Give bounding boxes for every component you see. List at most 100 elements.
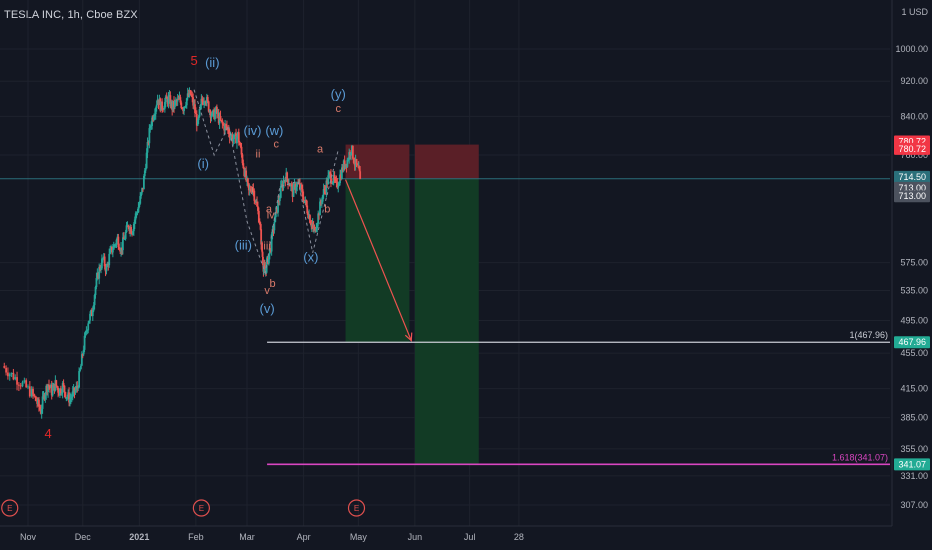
candle-body: [102, 256, 105, 259]
candle-body: [239, 145, 242, 147]
candle-body: [41, 396, 44, 409]
price-tag: [894, 458, 930, 471]
candle-body: [291, 185, 294, 197]
candle-body: [138, 203, 141, 207]
candle-body: [353, 162, 356, 166]
price-tick-label: 840.00: [900, 111, 928, 121]
candle-body: [49, 384, 52, 389]
candle-body: [152, 117, 154, 120]
candle-body: [157, 99, 160, 105]
wave-label: 4: [44, 426, 51, 441]
candle-body: [80, 365, 82, 370]
candle-body: [44, 394, 47, 399]
candle-body: [197, 116, 200, 121]
candle-body: [69, 398, 72, 400]
candle-body: [147, 142, 150, 144]
candle-body: [59, 388, 62, 394]
candle-body: [195, 113, 198, 126]
wave-label: (iii): [235, 237, 252, 252]
candle-body: [60, 392, 63, 394]
candle-body: [324, 189, 327, 193]
candle-body: [276, 207, 279, 213]
candle-body: [346, 159, 349, 167]
candle-body: [222, 123, 225, 125]
projection-arrow: [344, 179, 412, 341]
candle-body: [39, 409, 42, 414]
candle-body: [135, 212, 138, 214]
candle-body: [215, 106, 218, 114]
candle-body: [158, 98, 161, 105]
candle-body: [53, 383, 56, 391]
candle-body: [16, 377, 18, 385]
time-axis[interactable]: Nov Dec 2021 Feb Mar Apr May Jun Jul 28: [0, 525, 892, 542]
candle-body: [330, 182, 333, 184]
candle-body: [316, 223, 319, 229]
candle-body: [166, 98, 169, 104]
candle-body: [216, 113, 219, 115]
candle-body: [104, 266, 107, 272]
candle-body: [174, 100, 176, 108]
candle-body: [253, 190, 256, 201]
candle-body: [350, 152, 352, 156]
candle-body: [243, 168, 246, 177]
candle-body: [47, 384, 49, 393]
wave-labels: 54(ii)(i)(iv) (w)(iii)(v)(x)(y)iiiiiiivva…: [44, 53, 345, 441]
candle-body: [97, 272, 100, 279]
candle-body: [7, 372, 9, 377]
price-tick-label: 1000.00: [895, 44, 928, 54]
price-axis[interactable]: 1 USD 1000.00 920.00 840.00 760.00 575.00 535.…: [891, 0, 932, 550]
candle-body: [332, 174, 335, 182]
candle-body: [113, 244, 116, 246]
candle-body: [209, 110, 212, 118]
candle-body: [225, 124, 227, 126]
candle-body: [93, 295, 96, 306]
candle-body: [108, 253, 111, 266]
candle-body: [230, 134, 233, 137]
candle-body: [260, 229, 263, 245]
candle-body: [8, 374, 11, 377]
candle-body: [38, 399, 40, 407]
candle-body: [275, 207, 278, 213]
candle-body: [195, 112, 197, 114]
candle-body: [203, 102, 206, 105]
candle-body: [331, 181, 334, 184]
candle-body: [295, 186, 298, 191]
candle-body: [19, 385, 22, 387]
candle-body: [33, 394, 36, 397]
candle-body: [79, 369, 81, 372]
candle-body: [185, 98, 188, 106]
price-tick-label: 495.00: [900, 316, 928, 326]
candle-body: [327, 175, 330, 185]
candle-body: [162, 109, 164, 111]
candle-body: [355, 159, 358, 165]
candle-body: [302, 196, 305, 203]
candle-body: [171, 101, 174, 111]
candle-body: [201, 98, 204, 102]
candle-body: [87, 323, 90, 331]
candle-body: [317, 213, 320, 224]
time-tick-label: 2021: [129, 532, 149, 542]
candle-body: [50, 384, 53, 396]
candle-body: [198, 109, 201, 117]
candle-body: [83, 335, 86, 350]
candle-body: [92, 305, 95, 311]
candle-body: [133, 219, 136, 224]
candle-body: [333, 174, 336, 180]
candle-body: [351, 145, 354, 159]
candle-body: [244, 170, 247, 177]
candle-body: [337, 185, 340, 188]
candle-body: [23, 380, 26, 383]
candle-body: [235, 133, 237, 144]
candle-body: [305, 199, 308, 206]
candle-body: [122, 237, 124, 251]
candle-body: [206, 97, 209, 102]
wave-connector: [193, 89, 339, 275]
candle-body: [294, 184, 297, 191]
candle-body: [117, 236, 120, 248]
candle-body: [146, 142, 149, 153]
candle-body: [95, 278, 98, 288]
candle-body: [257, 210, 260, 223]
candle-body: [240, 146, 243, 155]
candle-body: [330, 173, 332, 183]
